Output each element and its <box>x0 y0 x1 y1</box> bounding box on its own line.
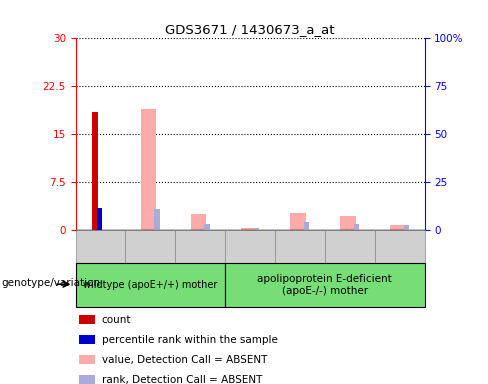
Bar <box>204 223 209 230</box>
Text: percentile rank within the sample: percentile rank within the sample <box>102 335 278 345</box>
Bar <box>98 208 102 230</box>
Text: genotype/variation: genotype/variation <box>1 278 101 288</box>
Bar <box>191 214 206 230</box>
FancyBboxPatch shape <box>76 263 225 307</box>
Bar <box>275 230 325 263</box>
Bar <box>304 222 309 230</box>
Bar <box>340 216 356 230</box>
Text: count: count <box>102 315 131 325</box>
Bar <box>290 213 306 230</box>
Bar <box>79 334 95 344</box>
Bar <box>154 209 160 230</box>
Text: value, Detection Call = ABSENT: value, Detection Call = ABSENT <box>102 355 267 365</box>
FancyBboxPatch shape <box>225 263 425 307</box>
Text: apolipoprotein E-deficient
(apoE-/-) mother: apolipoprotein E-deficient (apoE-/-) mot… <box>258 274 392 296</box>
Bar <box>175 230 225 263</box>
Bar <box>354 223 359 230</box>
Bar <box>225 230 275 263</box>
Bar <box>404 225 409 230</box>
Bar <box>79 315 95 324</box>
Title: GDS3671 / 1430673_a_at: GDS3671 / 1430673_a_at <box>165 23 335 36</box>
Text: rank, Detection Call = ABSENT: rank, Detection Call = ABSENT <box>102 375 262 384</box>
Bar <box>241 228 256 230</box>
Bar <box>125 230 175 263</box>
Text: wildtype (apoE+/+) mother: wildtype (apoE+/+) mother <box>83 280 218 290</box>
Bar <box>79 374 95 384</box>
Bar <box>92 112 98 230</box>
Bar <box>375 230 425 263</box>
Bar <box>325 230 375 263</box>
Bar <box>79 354 95 364</box>
Bar <box>141 109 156 230</box>
Bar <box>390 225 406 230</box>
Bar <box>76 230 125 263</box>
Bar <box>254 227 259 230</box>
